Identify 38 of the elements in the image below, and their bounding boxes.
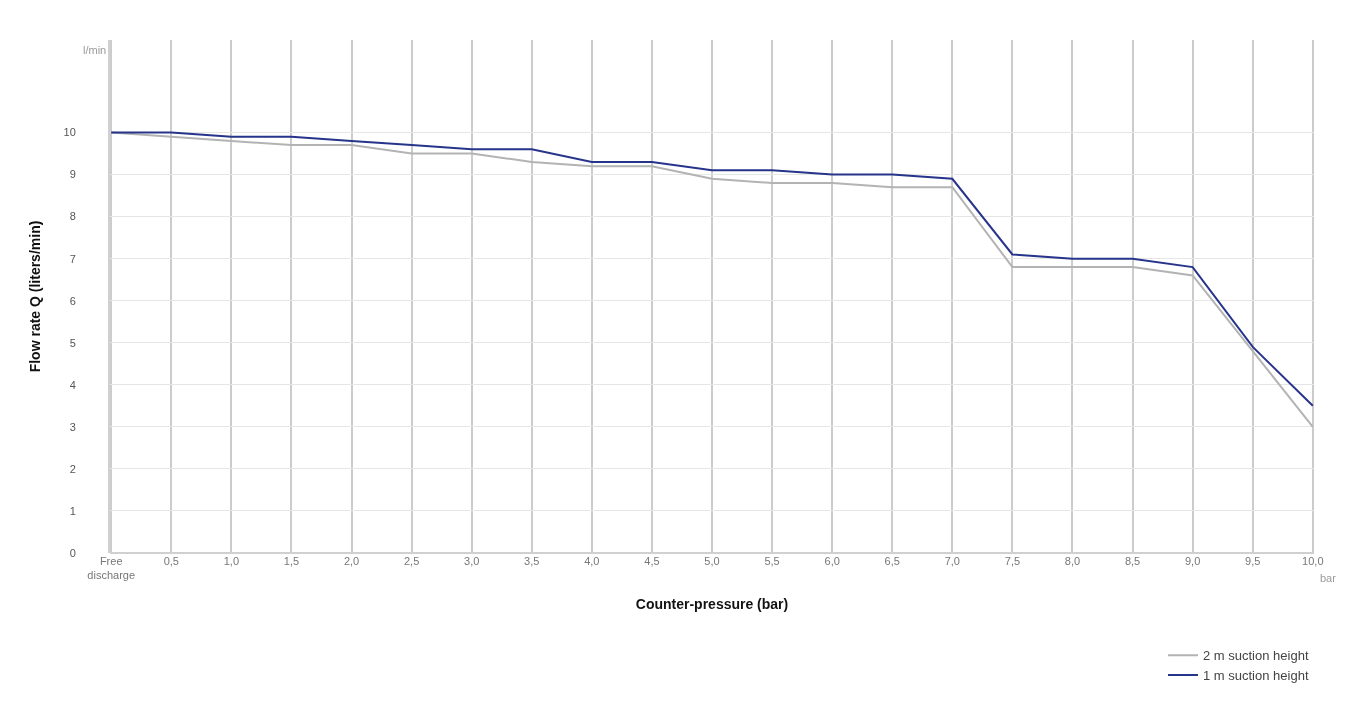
x-tick-label: 0,5 [163,555,179,567]
y-tick-label: 0 [69,546,76,559]
x-tick-label: 9,5 [1245,555,1261,567]
x-tick-label: 2,5 [403,555,420,567]
y-tick-label: 1 [69,504,76,517]
y-tick-label: 2 [69,462,76,475]
x-axis-title: Counter-pressure (bar) [635,595,789,612]
y-tick-label: 6 [69,294,76,307]
x-tick-label: 9,0 [1184,555,1201,567]
x-tick-label: 1,0 [223,555,240,567]
x-tick-label: 6,5 [884,555,900,567]
x-tick-label: 3,5 [524,555,540,567]
x-tick-label: 5,0 [704,555,720,567]
x-tick-label: 3,0 [464,555,480,567]
x-tick-label: 4,5 [644,555,660,567]
y-axis-title: Flow rate Q (liters/min) [26,220,43,373]
y-tick-label: 10 [63,126,76,139]
x-tick-label: Free discharge [87,555,136,582]
y-tick-label: 7 [69,252,76,265]
x-tick-label: 10,0 [1302,555,1324,567]
text: bar [1320,572,1337,584]
y-tick-label: 5 [69,336,76,349]
legend-label: 2 m suction height [1203,648,1309,664]
x-tick-label: 2,0 [343,555,360,567]
y-tick-label: 3 [69,420,76,433]
y-tick-label: 9 [69,168,76,181]
x-tick-label: 1,5 [283,555,300,567]
x-tick-label: 7,0 [944,555,960,567]
y-tick-label: 8 [69,210,76,223]
x-tick-label: 5,5 [764,555,780,567]
text: l/min [83,44,107,56]
x-tick-label: 8,0 [1064,555,1081,567]
x-tick-label: 8,5 [1124,555,1141,567]
x-tick-label: 6,0 [824,555,840,567]
x-tick-label: 4,0 [584,555,600,567]
x-tick-label: 7,5 [1004,555,1021,567]
legend-label: 1 m suction height [1203,668,1309,684]
y-tick-label: 4 [69,378,76,391]
